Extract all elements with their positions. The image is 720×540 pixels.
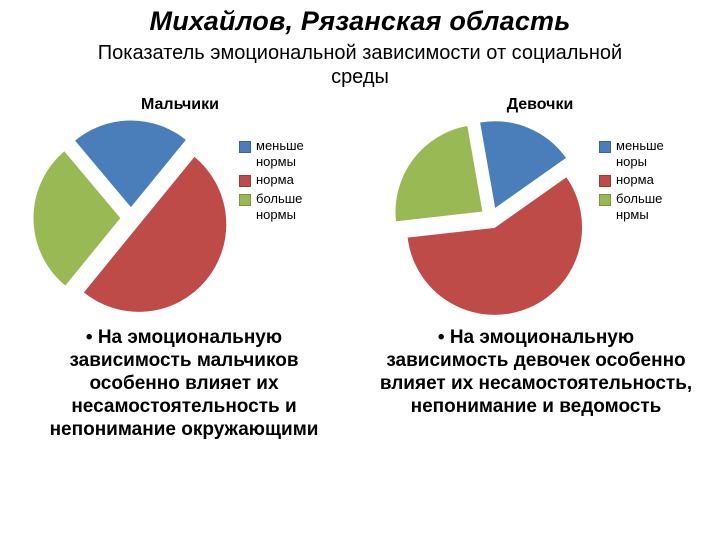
bullet-girls: • На эмоциональную зависимость девочек о…: [376, 326, 696, 442]
subtitle-line-1: Показатель эмоциональной зависимости от …: [98, 42, 622, 64]
chart-title-girls: Девочки: [507, 96, 574, 114]
legend-label: меньше нормы: [256, 138, 329, 171]
legend-label: больше нрмы: [616, 191, 689, 224]
legend-boys: меньше нормы норма больше нормы: [239, 138, 329, 225]
legend-item: меньше нормы: [239, 138, 329, 171]
legend-label: норма: [256, 172, 294, 188]
pie-boys: [31, 118, 231, 318]
legend-swatch: [599, 175, 611, 187]
pie-girls: [391, 118, 591, 318]
legend-swatch: [239, 194, 251, 206]
legend-swatch: [599, 141, 611, 153]
charts-row: Мальчики меньше нормы норма больше нормы: [0, 96, 720, 318]
bullets-row: • На эмоциональную зависимость мальчиков…: [0, 326, 720, 442]
pie-slice: [395, 125, 483, 221]
legend-item: меньше норы: [599, 138, 689, 171]
legend-swatch: [239, 175, 251, 187]
legend-girls: меньше норы норма больше нрмы: [599, 138, 689, 225]
pie-svg-boys: [31, 118, 231, 318]
page-title: Михайлов, Рязанская область: [0, 6, 720, 37]
chart-block-girls: Девочки меньше норы норма больше нрмы: [365, 96, 715, 318]
chart-title-boys: Мальчики: [141, 96, 219, 114]
chart-block-boys: Мальчики меньше нормы норма больше нормы: [5, 96, 355, 318]
legend-label: норма: [616, 172, 654, 188]
legend-item: норма: [599, 172, 689, 188]
chart-area-boys: меньше нормы норма больше нормы: [31, 118, 329, 318]
subtitle-line-2: среды: [331, 66, 389, 88]
legend-label: больше нормы: [256, 191, 329, 224]
page-subtitle: Показатель эмоциональной зависимости от …: [0, 41, 720, 90]
legend-item: больше нормы: [239, 191, 329, 224]
legend-item: больше нрмы: [599, 191, 689, 224]
legend-item: норма: [239, 172, 329, 188]
legend-label: меньше норы: [616, 138, 689, 171]
pie-svg-girls: [391, 118, 591, 318]
bullet-boys: • На эмоциональную зависимость мальчиков…: [24, 326, 344, 442]
legend-swatch: [239, 141, 251, 153]
chart-area-girls: меньше норы норма больше нрмы: [391, 118, 689, 318]
legend-swatch: [599, 194, 611, 206]
